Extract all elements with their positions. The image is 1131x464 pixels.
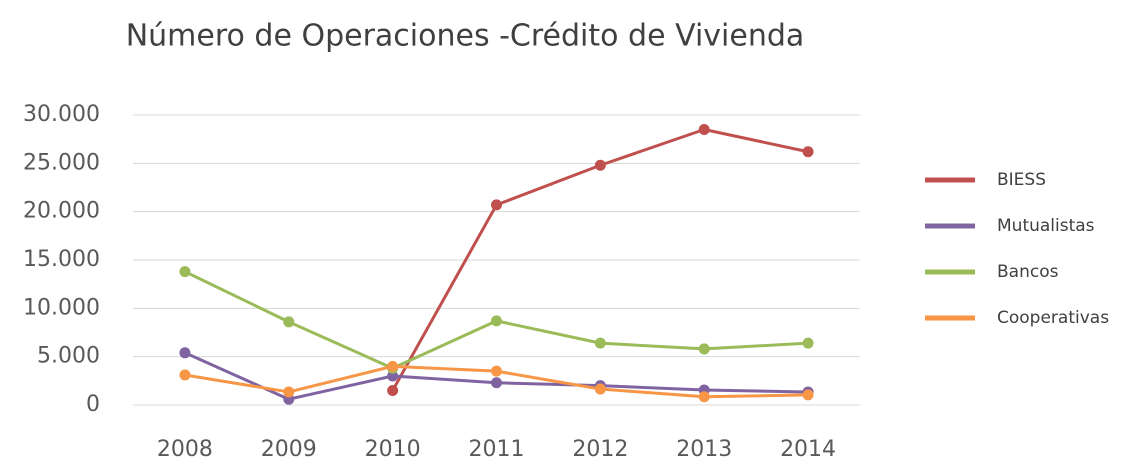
data-point bbox=[594, 337, 606, 349]
data-point bbox=[387, 360, 399, 372]
x-tick-label: 2010 bbox=[365, 437, 421, 462]
y-tick-label: 5.000 bbox=[37, 344, 100, 369]
data-point bbox=[283, 316, 295, 328]
legend-label: Bancos bbox=[997, 262, 1059, 282]
data-point bbox=[491, 315, 502, 327]
x-tick-label: 2012 bbox=[572, 437, 628, 462]
data-point bbox=[698, 343, 710, 355]
y-tick-label: 0 bbox=[86, 392, 100, 417]
data-point bbox=[594, 159, 606, 171]
x-tick-label: 2014 bbox=[780, 437, 836, 462]
legend-label: Mutualistas bbox=[997, 216, 1095, 236]
data-point bbox=[802, 389, 814, 401]
legend-label: BIESS bbox=[997, 170, 1046, 190]
y-tick-label: 15.000 bbox=[23, 247, 100, 272]
data-point bbox=[179, 266, 191, 278]
data-point bbox=[491, 199, 502, 211]
x-tick-label: 2013 bbox=[676, 437, 732, 462]
data-point bbox=[283, 386, 295, 398]
data-point bbox=[179, 347, 191, 359]
x-tick-label: 2011 bbox=[469, 437, 525, 462]
y-tick-label: 25.000 bbox=[23, 150, 100, 175]
y-tick-label: 30.000 bbox=[23, 102, 100, 127]
y-tick-label: 10.000 bbox=[23, 295, 100, 320]
data-point bbox=[387, 370, 399, 382]
data-point bbox=[491, 365, 502, 377]
chart-title: Número de Operaciones -Crédito de Vivien… bbox=[126, 19, 805, 54]
y-tick-label: 20.000 bbox=[23, 199, 100, 224]
data-point bbox=[802, 146, 814, 158]
data-point bbox=[491, 377, 502, 389]
x-tick-label: 2009 bbox=[261, 437, 317, 462]
x-tick-label: 2008 bbox=[157, 437, 213, 462]
data-point bbox=[387, 385, 399, 396]
data-point bbox=[698, 124, 710, 135]
data-point bbox=[698, 391, 710, 403]
data-point bbox=[594, 383, 606, 395]
legend-label: Cooperativas bbox=[997, 308, 1109, 328]
data-point bbox=[802, 337, 814, 349]
data-point bbox=[179, 369, 191, 381]
